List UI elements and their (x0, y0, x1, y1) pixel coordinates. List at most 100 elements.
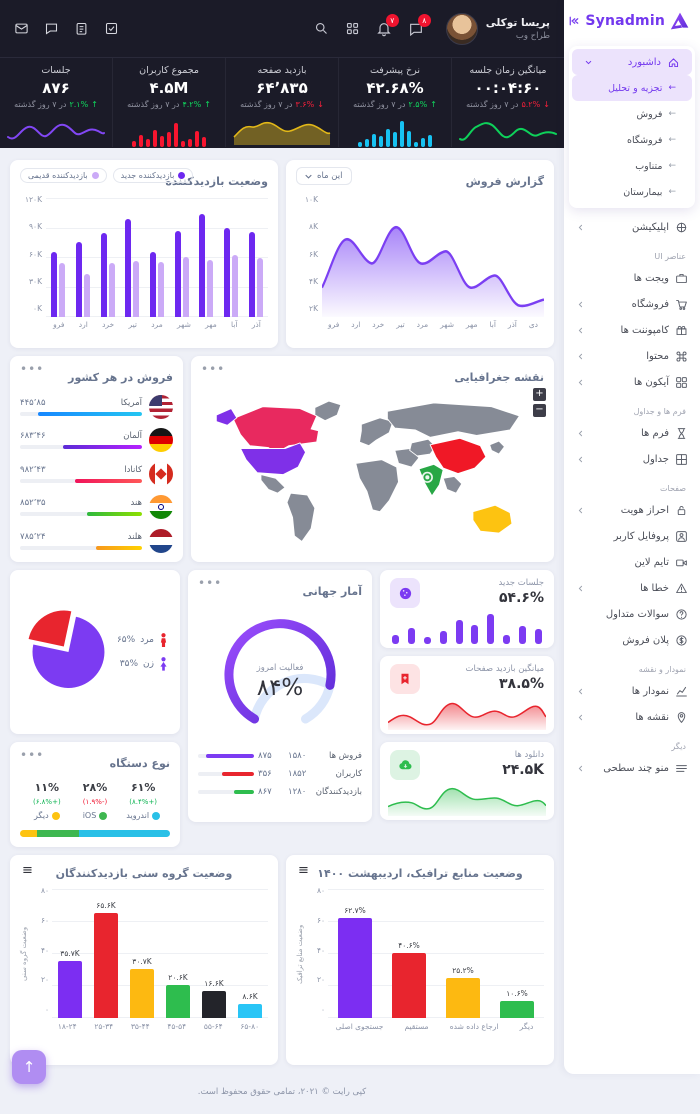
sidebar-item-faq[interactable]: سوالات متداول (564, 601, 700, 627)
global-stat-row: فروش ها ۱۵۸۰ ۸۷۵ (198, 751, 362, 761)
traffic-menu-icon[interactable]: ≡ (298, 863, 309, 878)
map-zoom-in-button[interactable]: + (533, 388, 546, 401)
map-zoom-out-button[interactable]: − (533, 404, 546, 417)
bar-columns: ۳۵.۷K ۶۵.۶K ۳۰.۷K ۲۰.۶K ۱۶.۶K ۸.۶K (52, 890, 268, 1018)
sidebar-item-store[interactable]: فروشگاه (564, 291, 700, 317)
sidebar-item-errors[interactable]: خطا ها (564, 575, 700, 601)
stat-change-period: در ۷ روز گذشته (466, 100, 519, 109)
sales-report-card: گزارش فروش این ماه ۱۰K ۸K ۶K ۴K ۲K (286, 160, 554, 348)
bar-group (248, 199, 263, 317)
sidebar-item-forms[interactable]: فرم ها (564, 420, 700, 446)
spark-bar (428, 135, 432, 147)
sidebar-item-icons[interactable]: آیکون ها (564, 369, 700, 395)
bar-group (125, 199, 140, 317)
avatar[interactable] (445, 12, 478, 45)
apps-grid-icon[interactable] (345, 21, 360, 36)
gridline (328, 1017, 544, 1018)
stat-value: ۶۴٬۸۳۵ (256, 79, 308, 97)
bar-value-label: ۶۵.۶K (96, 901, 116, 911)
stat-value: ۰۰:۰۴:۶۰ (474, 79, 542, 97)
country-progress-track (20, 411, 142, 416)
sidebar-item-pricing[interactable]: پلان فروش (564, 627, 700, 653)
cart-icon (675, 298, 688, 311)
scroll-to-top-button[interactable]: ↑ (12, 1050, 46, 1084)
device-change: (-۱.۹%) (82, 798, 108, 806)
mail-icon[interactable] (14, 21, 29, 36)
sidebar-item-widgets[interactable]: ویجت ها (564, 265, 700, 291)
bar-column: ۲۰.۶K (166, 890, 190, 1018)
country-sales-menu[interactable]: ••• (20, 362, 45, 376)
chart-icon (675, 685, 688, 698)
messages-icon[interactable]: ۸ (408, 13, 431, 37)
gender-legend-male: مرد ۶۵% (117, 633, 168, 647)
gridline (52, 889, 268, 890)
messages-badge: ۸ (417, 13, 431, 27)
sidebar-item-analytics[interactable]: ← تجزیه و تحلیل (572, 75, 692, 101)
gridline (46, 257, 268, 258)
notifications-bell-icon[interactable]: ۷ (376, 13, 399, 37)
sales-filter-dropdown[interactable]: این ماه (296, 167, 352, 185)
cloud-download-icon (390, 750, 420, 780)
mini-bar (408, 627, 416, 644)
gauge-value: ۸۴% (256, 675, 304, 701)
global-stats-menu[interactable]: ••• (198, 576, 223, 590)
comment-icon[interactable] (44, 21, 59, 36)
sidebar-item-alternative[interactable]: ← متناوب (572, 153, 692, 179)
country-body: آمریکا ۴۴۵٬۸۵ (20, 398, 142, 416)
sidebar-item-auth[interactable]: احراز هویت (564, 497, 700, 523)
sidebar-collapse-icon[interactable] (568, 15, 580, 27)
chevron-left-icon (576, 455, 585, 464)
sidebar-item-maps[interactable]: نقشه ها (564, 704, 700, 730)
sidebar-item-multilevel[interactable]: منو چند سطحی (564, 755, 700, 781)
geo-map-menu[interactable]: ••• (201, 362, 226, 376)
sidebar-item-components[interactable]: کامپوننت ها (564, 317, 700, 343)
search-icon[interactable] (314, 21, 329, 36)
map-region-canada (232, 406, 320, 454)
sidebar-item-application[interactable]: اپلیکیشن (564, 214, 700, 240)
sidebar-item-dashboard[interactable]: داشبورد (572, 49, 692, 75)
stat-value: ۴۲.۶۸% (366, 79, 424, 97)
stat-title: نرخ پیشرفت (369, 65, 421, 76)
avg-pageviews-sparkline (388, 698, 546, 730)
stat-change-pct: ۲.۵% (408, 100, 428, 109)
logo-icon (670, 12, 690, 30)
tasks-check-icon[interactable] (104, 21, 119, 36)
device-type-menu[interactable]: ••• (20, 748, 45, 762)
device-pct: ۲۸% (-۱.۹%) (82, 781, 108, 806)
spark-bar (174, 123, 178, 147)
legend-pill[interactable]: بازدیدکننده جدید (112, 168, 194, 183)
app-title: Synadmin (585, 13, 665, 29)
sidebar-item-charts[interactable]: نمودار ها (564, 678, 700, 704)
age-menu-icon[interactable]: ≡ (22, 863, 33, 878)
sidebar-section-label: نمودار و نقشه (638, 665, 686, 674)
sidebar-item-shop[interactable]: ← فروشگاه (572, 127, 692, 153)
sidebar-item-sales[interactable]: ← فروش (572, 101, 692, 127)
country-progress-track (20, 545, 142, 550)
stat-title: بازدید صفحه (257, 65, 307, 76)
sidebar-item-timeline[interactable]: تایم لاین (564, 549, 700, 575)
chevron-left-icon (576, 764, 585, 773)
x-tick: فرو (53, 320, 65, 329)
world-map[interactable] (201, 389, 544, 561)
main-area: پریسا توکلی طراح وب ۸ ۷ (0, 0, 564, 1097)
visitor-status-card: وضعیت بازدیدکننده بازدیدکننده جدید بازدید… (10, 160, 278, 348)
spark-bar (195, 131, 199, 147)
male-icon (160, 633, 167, 647)
chevron-left-icon (576, 223, 585, 232)
sidebar-item-hospital[interactable]: ← بیمارستان (572, 179, 692, 205)
x-tick: مهر (205, 320, 217, 329)
sidebar-item-content[interactable]: محتوا (564, 343, 700, 369)
legend-dot (91, 172, 99, 179)
sidebar-item-tables[interactable]: جداول (564, 446, 700, 472)
traffic-plot-area: ۶۲.۷% ۴۰.۶% ۲۵.۲% ۱۰.۶% (328, 889, 544, 1018)
x-tick: ۶۵-۸۰ (240, 1022, 260, 1031)
global-stat-fill (221, 772, 254, 776)
sidebar-item-profile[interactable]: پروفایل کاربر (564, 523, 700, 549)
y-tick: ۱۲۰K (24, 195, 42, 204)
flag-nl-icon (149, 528, 173, 553)
legend-pill[interactable]: بازدیدکننده قدیمی (20, 168, 107, 183)
mini-bar (424, 636, 432, 644)
global-stat-label: بازدیدکنندگان (315, 787, 362, 797)
clipboard-icon[interactable] (74, 21, 89, 36)
y-tick: ۶K (309, 249, 318, 259)
